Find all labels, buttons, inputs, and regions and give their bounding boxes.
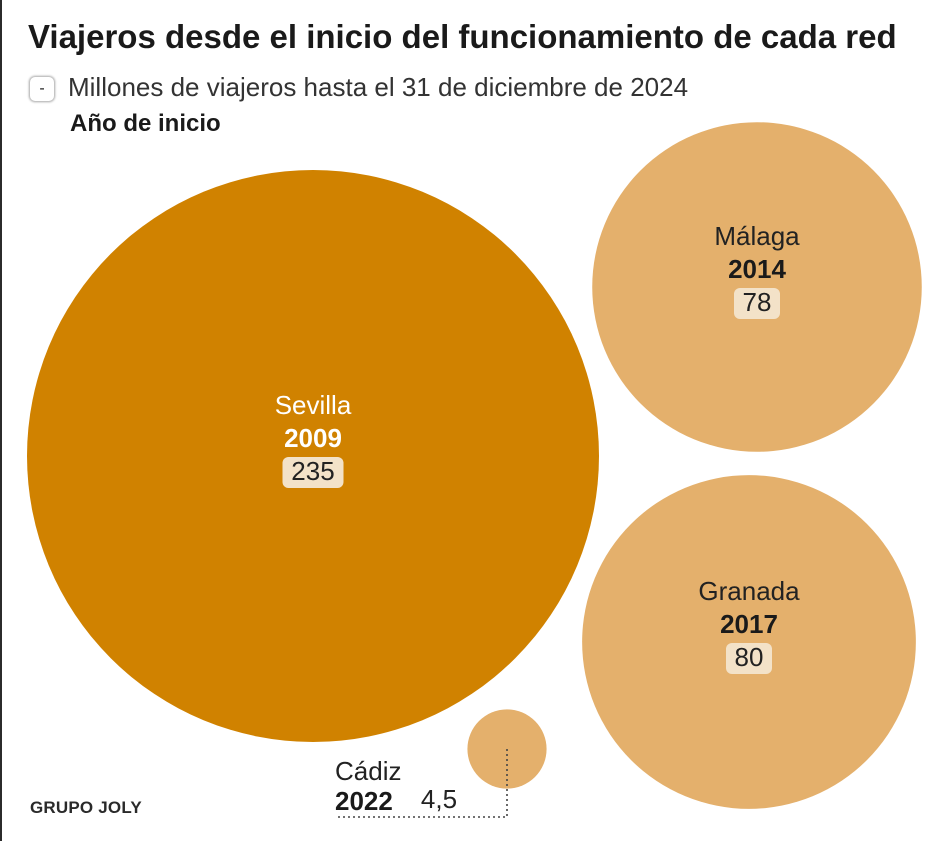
chart-title: Viajeros desde el inicio del funcionamie… [28, 18, 897, 55]
bubble-cadiz-value: 4,5 [421, 784, 457, 814]
bubble-cadiz-year: 2022 [335, 786, 393, 816]
bubble-granada-circle [582, 475, 916, 809]
bubble-granada-year: 2017 [720, 609, 778, 639]
bubble-malaga-year: 2014 [728, 254, 786, 284]
bubble-sevilla-value: 235 [291, 456, 334, 486]
bubble-sevilla: Sevilla 2009 235 [27, 170, 599, 742]
left-border [0, 0, 2, 841]
bubble-sevilla-year: 2009 [284, 423, 342, 453]
bubble-cadiz-name: Cádiz [335, 756, 401, 786]
bubble-malaga: Málaga 2014 78 [592, 122, 922, 452]
bubble-sevilla-value-box [282, 457, 344, 488]
bubble-cadiz-value-box [414, 784, 464, 814]
bubble-cadiz: Cádiz 2022 4,5 [335, 709, 547, 818]
legend: - Millones de viajeros hasta el 31 de di… [30, 72, 688, 103]
bubble-malaga-circle [592, 122, 922, 452]
bubble-sevilla-name: Sevilla [275, 390, 352, 420]
bubble-malaga-name: Málaga [714, 221, 800, 251]
bubble-granada: Granada 2017 80 [582, 475, 916, 809]
source-credit: GRUPO JOLY [30, 798, 142, 817]
bubble-granada-value-box [726, 643, 772, 674]
bubble-granada-value: 80 [735, 642, 764, 672]
bubble-malaga-value: 78 [743, 287, 772, 317]
legend-year-label: Año de inicio [70, 110, 221, 137]
bubble-granada-name: Granada [698, 576, 800, 606]
bubble-sevilla-circle [27, 170, 599, 742]
legend-value-label: Millones de viajeros hasta el 31 de dici… [68, 72, 689, 102]
bubble-malaga-value-box [734, 288, 780, 319]
legend-value-key: - [30, 77, 54, 101]
